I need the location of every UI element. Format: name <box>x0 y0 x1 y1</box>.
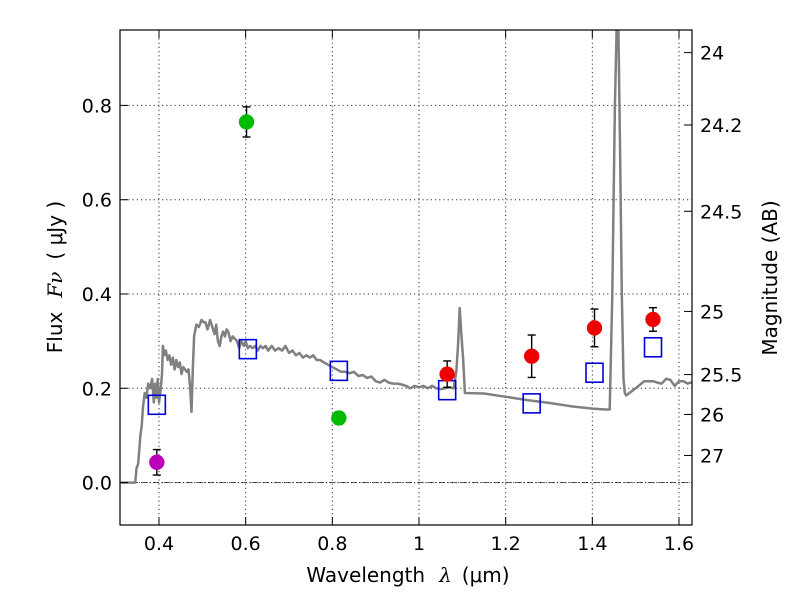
svg-text:Flux Fν ( μJy ): Flux Fν ( μJy ) <box>43 201 67 353</box>
magnitude-tick-label: 24.2 <box>700 115 742 137</box>
y-axis-label: Flux Fν ( μJy ) <box>43 201 67 353</box>
observed-flux-point <box>586 320 603 336</box>
x-tick-label: 0.6 <box>231 533 261 555</box>
x-axis-label-text: Wavelength <box>306 563 425 587</box>
x-tick-label: 1 <box>413 533 425 555</box>
x-tick-label: 1.4 <box>577 533 607 555</box>
observed-flux-point <box>238 114 255 130</box>
model-photometry-square <box>585 362 604 384</box>
axis-ticks: 0.4 0.6 0.8 1 1.2 1.4 1.6 0.0 0.2 0.4 0.6 0.8 24 24.2… <box>82 30 742 555</box>
x-axis-label-unit: (μm) <box>462 563 510 587</box>
magnitude-tick-label: 26 <box>700 404 724 426</box>
model-photometry-square <box>522 393 541 414</box>
observed-flux-point <box>523 348 540 364</box>
observed-flux-point <box>645 311 661 328</box>
model-spectrum-layer <box>120 30 692 484</box>
svg-text:Wavelength λ (μm): Wavelength λ (μm) <box>306 563 509 587</box>
magnitude-tick-label: 25.5 <box>700 365 742 387</box>
observed-flux-point <box>331 410 347 426</box>
x-axis-label-symbol: λ <box>438 563 452 587</box>
plot-frame <box>119 29 693 526</box>
magnitude-axis-label: Magnitude (AB) <box>758 200 782 355</box>
y-axis-label-unit: ( μJy ) <box>43 201 67 260</box>
data-markers-layer <box>147 106 663 476</box>
y-axis-label-symbol: Fν <box>43 272 67 299</box>
model-spectrum-line <box>120 30 692 484</box>
x-tick-label: 1.2 <box>491 533 521 555</box>
model-photometry-square <box>643 336 663 358</box>
y-tick-label: 0.4 <box>82 284 112 306</box>
x-tick-label: 1.6 <box>664 533 694 555</box>
y-axis-label-text: Flux <box>43 311 67 353</box>
grid-lines <box>120 30 692 525</box>
x-axis-label: Wavelength λ (μm) <box>306 563 509 587</box>
y-tick-label: 0.0 <box>82 473 112 495</box>
magnitude-tick-label: 25 <box>700 301 724 323</box>
observed-flux-point <box>149 454 165 471</box>
x-tick-label: 0.4 <box>144 533 174 555</box>
magnitude-tick-label: 24 <box>700 43 724 65</box>
observed-flux-point <box>439 366 455 382</box>
model-photometry-square <box>329 360 349 382</box>
magnitude-tick-label: 27 <box>700 445 724 467</box>
y-tick-label: 0.6 <box>82 190 112 212</box>
x-tick-label: 0.8 <box>317 533 347 555</box>
y-tick-label: 0.2 <box>82 378 112 400</box>
model-photometry-square <box>147 394 167 416</box>
model-photometry-square <box>238 338 258 360</box>
magnitude-tick-label: 24.5 <box>700 201 742 223</box>
y-tick-label: 0.8 <box>82 95 112 117</box>
